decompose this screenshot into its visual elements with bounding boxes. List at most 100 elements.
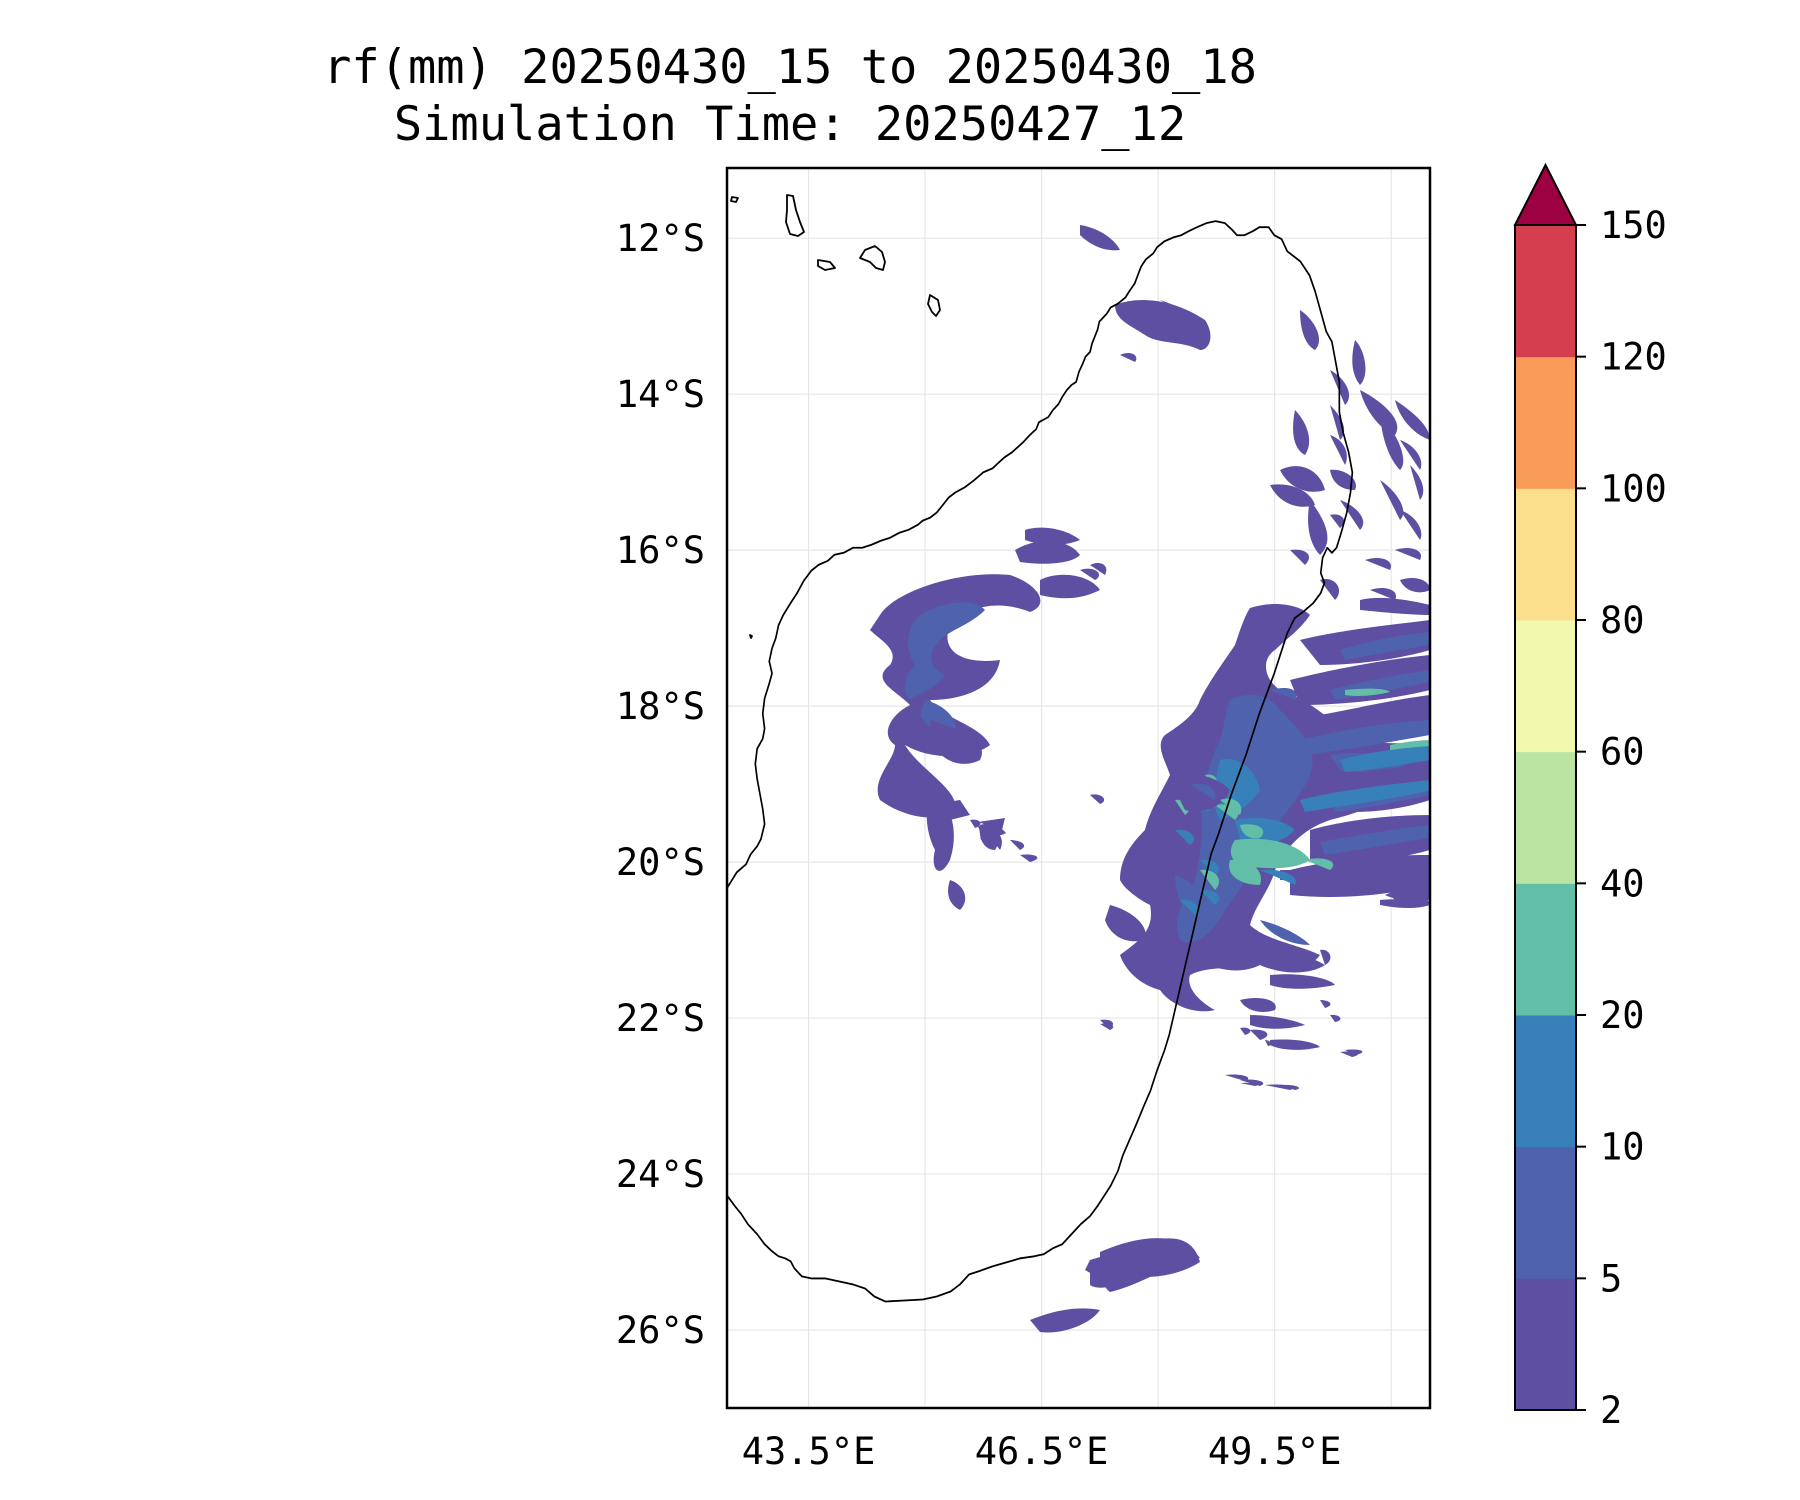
chart-subtitle: Simulation Time: 20250427_12 xyxy=(393,97,1187,152)
rain-contour xyxy=(1300,310,1320,350)
rain-contour xyxy=(1200,889,1220,905)
colorbar-tick-label: 150 xyxy=(1600,204,1667,247)
rain-contour xyxy=(1229,859,1261,885)
rain-contour xyxy=(1040,574,1100,599)
rain-contour xyxy=(1240,1027,1251,1035)
rain-contour xyxy=(1305,858,1334,870)
rain-contour xyxy=(1090,563,1107,575)
rain-contour xyxy=(1190,783,1216,800)
colorbar-tick-label: 80 xyxy=(1600,599,1645,642)
colorbar-segment xyxy=(1515,620,1576,753)
colorbar-segment xyxy=(1515,751,1576,884)
colorbar-segment xyxy=(1515,1278,1576,1411)
rain-contour xyxy=(1320,949,1331,965)
colorbar-tick-label: 5 xyxy=(1600,1257,1622,1300)
rain-contour xyxy=(1270,1039,1320,1050)
rain-contour xyxy=(1400,578,1430,593)
rain-contour xyxy=(1330,435,1347,465)
rain-contour xyxy=(1330,405,1345,440)
colorbar-tick-label: 120 xyxy=(1600,336,1667,379)
coastline-island xyxy=(817,259,836,271)
rain-contour xyxy=(1175,829,1195,845)
rain-contour xyxy=(1025,527,1080,545)
rain-contour xyxy=(1010,840,1025,850)
rain-contour xyxy=(1370,588,1396,600)
rain-contour xyxy=(1225,1074,1249,1081)
rain-contour xyxy=(1255,945,1325,973)
rain-contour xyxy=(1240,998,1276,1012)
lon-tick-label: 46.5°E xyxy=(975,1430,1109,1473)
rain-contour xyxy=(1380,415,1404,470)
rain-contour xyxy=(1230,838,1310,869)
rain-contour xyxy=(1293,410,1310,455)
rain-contour xyxy=(1330,469,1356,490)
lat-tick-label: 20°S xyxy=(616,841,705,884)
rain-contour xyxy=(1380,899,1430,909)
rain-contour xyxy=(1090,794,1105,804)
rain-contour xyxy=(1250,1029,1268,1040)
lat-tick-label: 26°S xyxy=(616,1309,705,1352)
rain-contour xyxy=(1320,825,1430,855)
colorbar-segment xyxy=(1515,1015,1576,1148)
rain-contour xyxy=(930,720,982,764)
rain-contour xyxy=(1240,824,1264,839)
coastline-island xyxy=(749,634,753,639)
coastline-island xyxy=(927,294,941,317)
colorbar-segment xyxy=(1515,1146,1576,1279)
rain-contour xyxy=(1395,400,1430,440)
rain-contour xyxy=(1015,540,1080,564)
rain-contour xyxy=(1385,885,1430,902)
rain-contour xyxy=(1120,352,1137,362)
rain-contour xyxy=(1080,568,1100,580)
rain-contour xyxy=(1400,440,1422,470)
colorbar-tick-label: 100 xyxy=(1600,467,1667,510)
rain-contour xyxy=(1090,1264,1140,1288)
rain-contour xyxy=(1280,466,1325,492)
lat-tick-label: 16°S xyxy=(616,529,705,572)
rain-contour xyxy=(1365,558,1391,570)
lon-tick-label: 43.5°E xyxy=(742,1430,876,1473)
rain-contour xyxy=(1330,514,1345,528)
rain-contour xyxy=(1200,869,1220,890)
rain-contour xyxy=(1410,465,1424,500)
rain-contour xyxy=(1395,548,1421,560)
rain-contour xyxy=(1290,549,1310,565)
rain-contour xyxy=(1330,1014,1341,1022)
colorbar-tick-label: 60 xyxy=(1600,731,1645,774)
colorbar-tick-label: 20 xyxy=(1600,994,1645,1037)
colorbar-tick-label: 10 xyxy=(1600,1126,1645,1169)
chart-title: rf(mm) 20250430_15 to 20250430_18 xyxy=(323,40,1257,95)
rain-contour xyxy=(1345,688,1390,696)
rain-contour xyxy=(1300,620,1430,665)
rain-contour xyxy=(1352,340,1366,385)
rain-contour xyxy=(1200,943,1260,971)
colorbar-segment xyxy=(1515,883,1576,1016)
rain-contour xyxy=(1105,905,1146,942)
gridlines xyxy=(727,168,1430,1408)
rain-contour xyxy=(1280,870,1430,880)
rain-contour xyxy=(1380,480,1404,520)
rain-contour xyxy=(970,819,981,828)
lat-tick-label: 22°S xyxy=(616,997,705,1040)
coastline xyxy=(727,194,1354,1303)
rain-contour xyxy=(1080,225,1120,251)
rain-contour xyxy=(1100,1023,1114,1030)
rain-contour xyxy=(1265,1084,1294,1090)
colorbar-tick-label: 2 xyxy=(1600,1389,1622,1432)
rain-contour xyxy=(1250,1015,1305,1029)
coastline-island xyxy=(859,245,886,271)
rain-contour xyxy=(1270,688,1297,700)
map-axes: 12°S 14°S 16°S 18°S 20°S 22°S 24°S 26°S 43.5°E 46… xyxy=(616,217,1342,1473)
rain-contour xyxy=(1340,632,1430,660)
lat-tick-label: 24°S xyxy=(616,1153,705,1196)
rain-contour xyxy=(1360,390,1398,435)
rain-contour xyxy=(1300,780,1430,812)
rain-contour xyxy=(1180,899,1200,915)
rain-contour xyxy=(1340,500,1364,530)
rain-contour xyxy=(1300,720,1430,755)
rain-contour xyxy=(1400,510,1422,540)
map-frame xyxy=(725,166,1432,1410)
rain-contour xyxy=(1170,774,1230,812)
